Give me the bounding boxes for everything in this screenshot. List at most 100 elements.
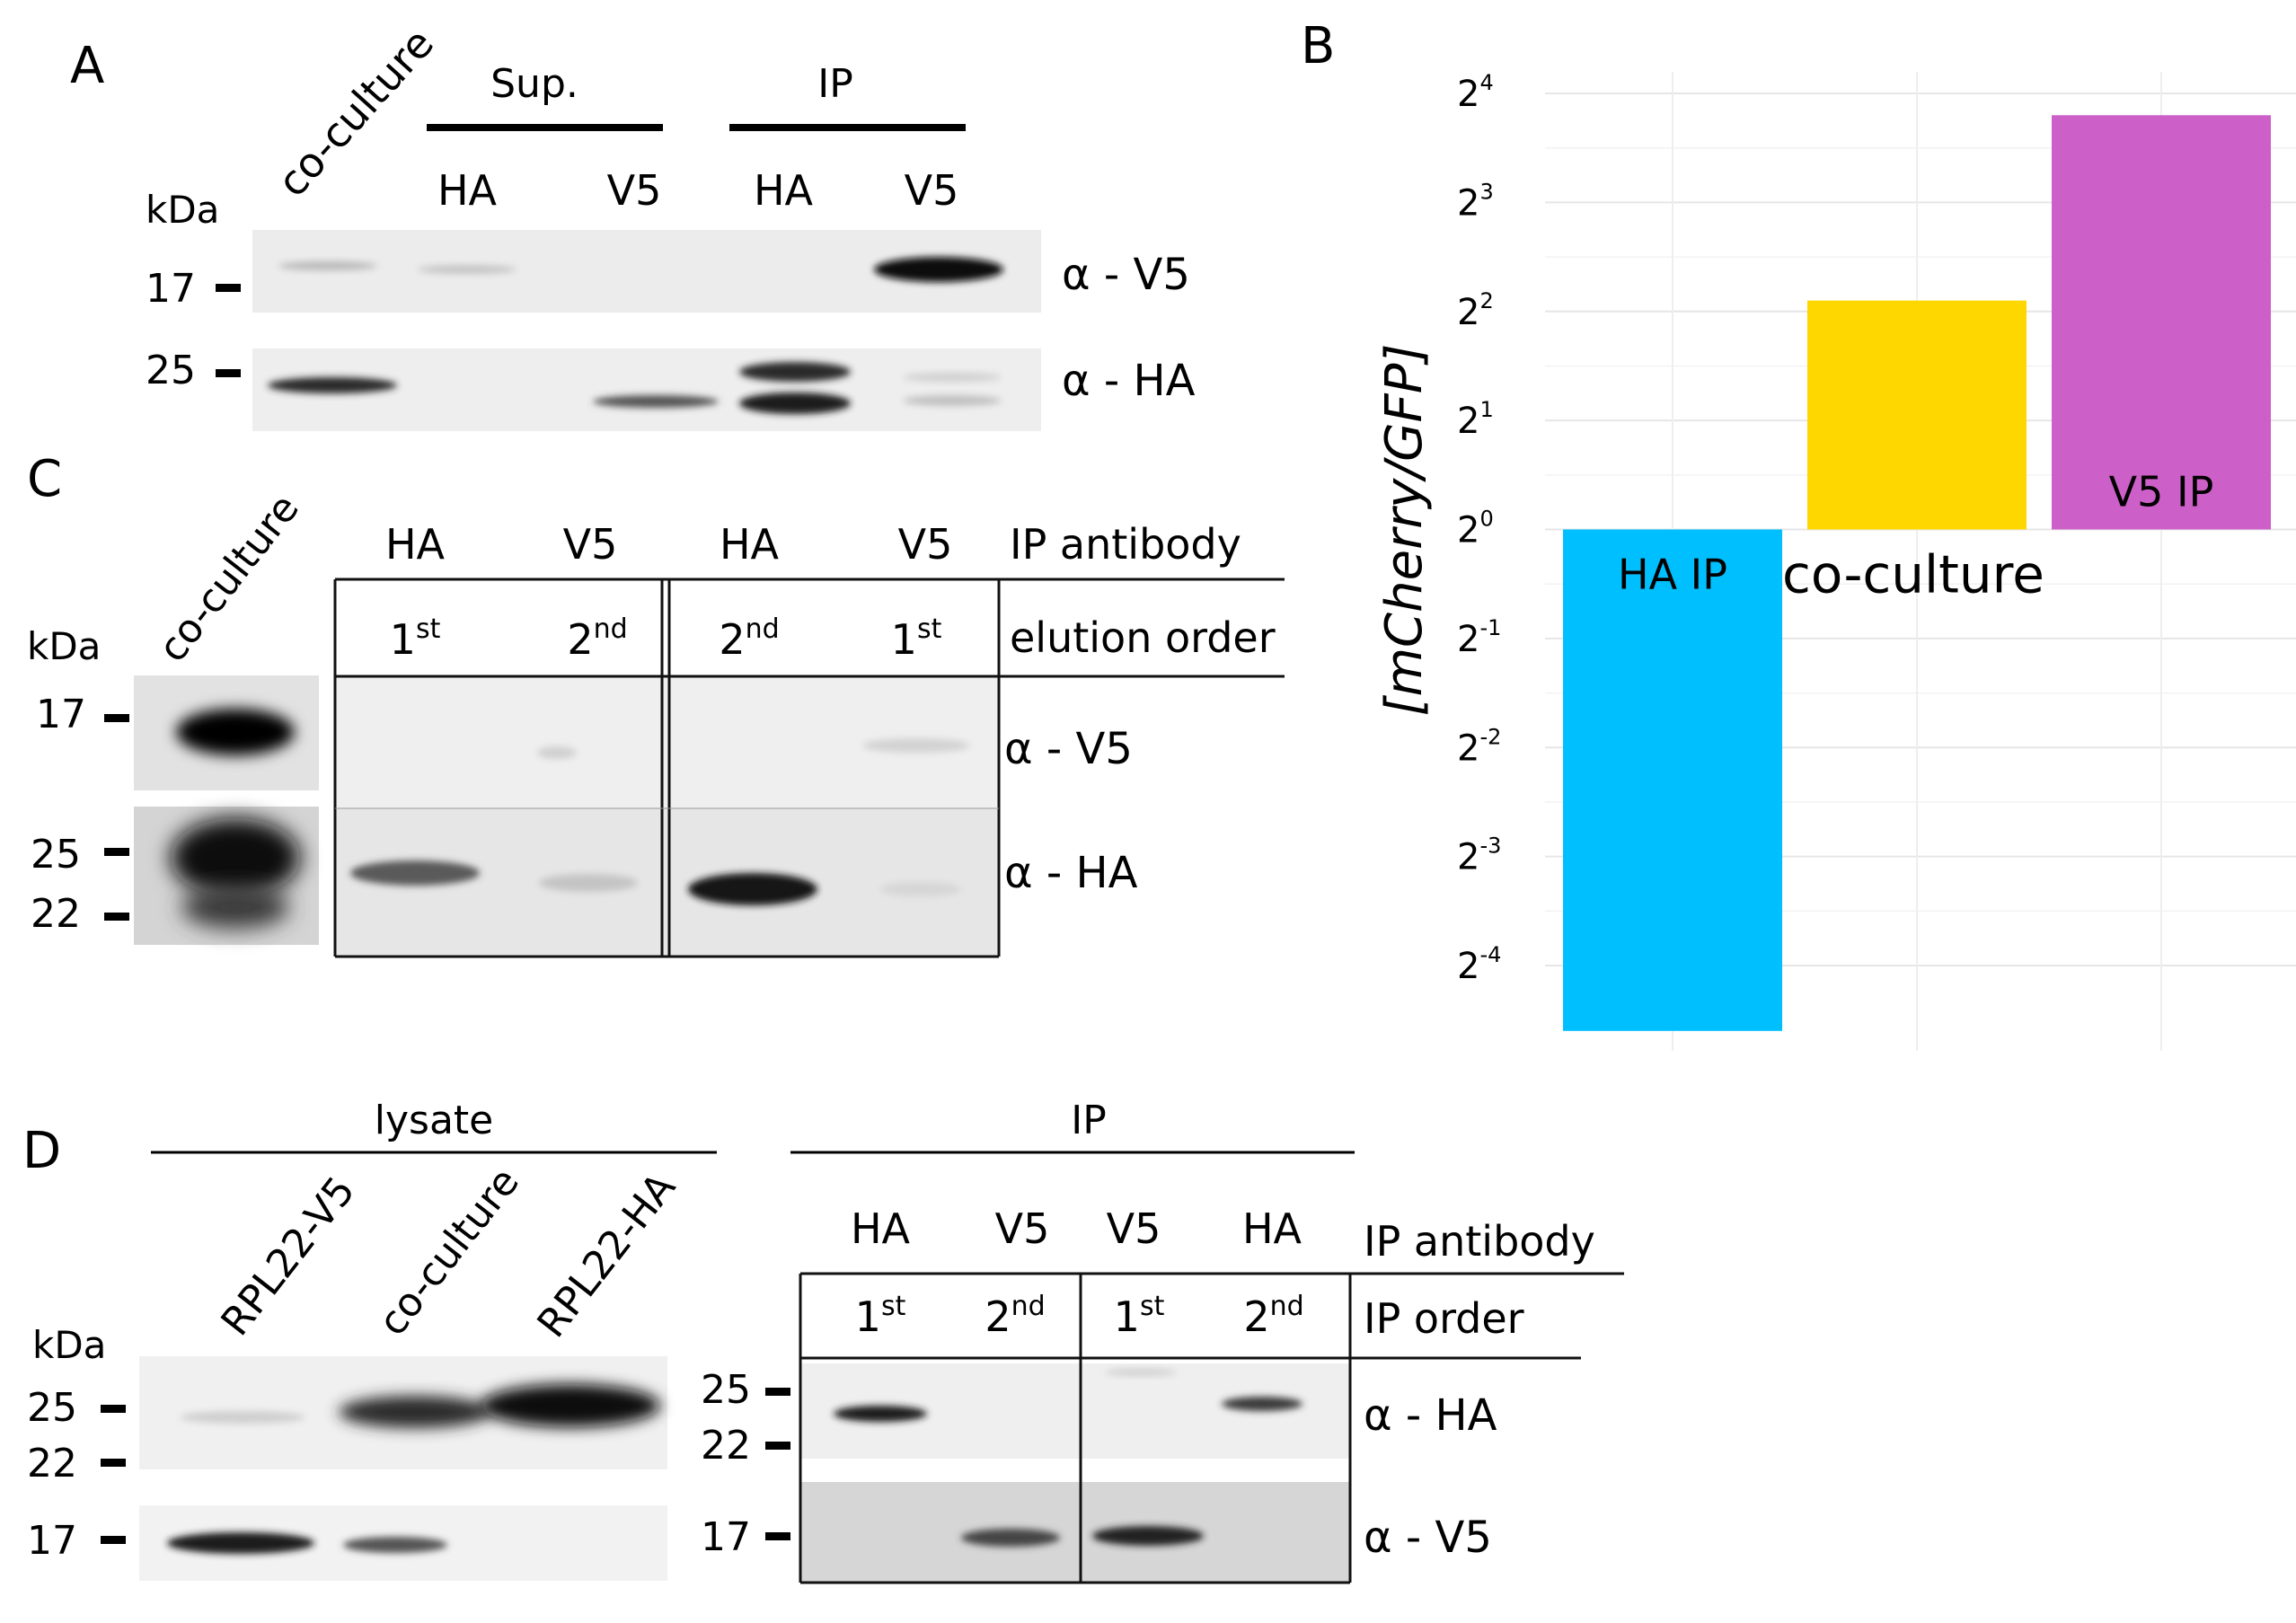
- blot-a-ha: [252, 348, 1041, 431]
- ip-marker-17: 17: [701, 1514, 751, 1560]
- band: [539, 874, 638, 892]
- panel-c: C co-culture kDa 17 25 22 HA V5 HA V5 IP…: [27, 450, 1285, 958]
- band: [181, 886, 289, 929]
- bar-ha-ip: [1563, 529, 1782, 1031]
- probe-label-c-v5: α - V5: [1004, 724, 1133, 774]
- band: [593, 395, 719, 408]
- order-label-3: 2nd: [719, 613, 779, 664]
- ip-antibody-label: IP antibody: [1010, 520, 1241, 569]
- marker-tick-22: [104, 913, 129, 921]
- lane-label-coculture: co-culture: [268, 19, 443, 206]
- blot-c-ip: [335, 676, 1000, 957]
- marker-17: 17: [146, 266, 196, 312]
- marker-tick-17: [216, 284, 241, 292]
- bar-label-co-culture: co-culture: [1782, 544, 2044, 605]
- order-label-1: 1st: [855, 1291, 906, 1341]
- ab-label-2: V5: [995, 1204, 1050, 1253]
- table-lines-d: [799, 1272, 1624, 1584]
- ip-marker-22: 22: [701, 1423, 751, 1469]
- band: [903, 373, 1002, 382]
- lysate-marker-17: 17: [27, 1518, 77, 1564]
- panel-b-letter: B: [1301, 17, 1335, 75]
- panel-d-letter: D: [22, 1122, 61, 1180]
- chart-y-ticks: 24 23 22 21 20 2-1 2-2 2-3 2-4: [1457, 70, 1501, 987]
- kda-label: kDa: [27, 624, 101, 668]
- lysate-label: lysate: [375, 1098, 493, 1143]
- marker-tick-22: [765, 1442, 790, 1450]
- order-label-2: 2nd: [985, 1291, 1045, 1341]
- lane-label-rpl22-v5: RPL22-V5: [212, 1169, 364, 1345]
- lane-label-sup-v5: V5: [607, 166, 662, 215]
- band: [903, 395, 1002, 406]
- marker-tick-25: [765, 1388, 790, 1396]
- marker-tick-22: [101, 1459, 126, 1467]
- ab-label-4: V5: [898, 520, 953, 569]
- marker-tick-17: [765, 1532, 790, 1540]
- table-lines-c: [333, 578, 1285, 958]
- band: [1092, 1526, 1204, 1546]
- marker-tick-25: [216, 369, 241, 377]
- y-tick-label: 22: [1457, 288, 1494, 333]
- marker-tick-25: [101, 1405, 126, 1413]
- ip-order-label: IP order: [1364, 1294, 1524, 1343]
- marker-tick-17: [101, 1536, 126, 1544]
- group-label-sup: Sup.: [490, 61, 578, 107]
- probe-label-a-ha: α - HA: [1062, 356, 1196, 406]
- band: [739, 362, 851, 382]
- ip-label: IP: [1071, 1098, 1107, 1143]
- y-tick-label: 2-2: [1457, 724, 1501, 769]
- marker-25: 25: [146, 348, 196, 393]
- lane-label-rpl22-ha: RPL22-HA: [528, 1165, 684, 1346]
- chart-bars: HA IP co-culture V5 IP: [1563, 115, 2271, 1031]
- band: [176, 709, 295, 755]
- band: [1222, 1397, 1303, 1411]
- band: [418, 265, 517, 274]
- band: [167, 1532, 314, 1554]
- band: [171, 818, 300, 897]
- marker-tick-25: [104, 848, 129, 856]
- probe-label-d-v5: α - V5: [1364, 1513, 1492, 1563]
- chart-y-title: [mCherry/GFP]: [1375, 344, 1434, 717]
- y-tick-label: 24: [1457, 70, 1494, 115]
- kda-label: kDa: [146, 188, 219, 232]
- marker-tick-17: [104, 714, 129, 722]
- order-label-1: 1st: [390, 613, 441, 664]
- panel-d: D lysate IP RPL22-V5 co-culture RPL22-HA…: [22, 1098, 1624, 1584]
- band: [537, 746, 577, 759]
- lane-label-coculture: co-culture: [149, 486, 308, 671]
- ab-label-4: HA: [1242, 1204, 1303, 1253]
- probe-label-d-ha: α - HA: [1364, 1390, 1497, 1441]
- probe-label-c-ha: α - HA: [1004, 848, 1138, 898]
- ip-marker-25: 25: [701, 1367, 751, 1413]
- y-tick-label: 2-3: [1457, 834, 1501, 878]
- ab-label-1: HA: [385, 520, 446, 569]
- ab-label-3: V5: [1107, 1204, 1161, 1253]
- band: [688, 873, 817, 905]
- band: [874, 257, 1003, 282]
- order-label-2: 2nd: [567, 613, 627, 664]
- bar-label-v5-ip: V5 IP: [2109, 468, 2214, 516]
- y-tick-label: 2-1: [1457, 615, 1501, 660]
- band: [1105, 1369, 1177, 1376]
- band: [961, 1529, 1060, 1547]
- band: [278, 261, 377, 270]
- group-label-ip: IP: [817, 61, 853, 107]
- blot-d-lysate: [139, 1356, 667, 1581]
- marker-22: 22: [31, 891, 81, 937]
- lane-label-coculture: co-culture: [369, 1160, 528, 1345]
- ab-label-2: V5: [563, 520, 618, 569]
- band: [350, 860, 480, 886]
- band: [862, 738, 970, 753]
- band: [339, 1396, 491, 1428]
- y-tick-label: 2-4: [1457, 942, 1501, 987]
- blot-c-coculture: [134, 675, 319, 945]
- y-tick-label: 23: [1457, 179, 1494, 224]
- panel-a: A co-culture Sup. IP HA V5 HA V5 kDa 17 …: [70, 19, 1196, 431]
- panel-a-letter: A: [70, 37, 104, 95]
- lysate-marker-25: 25: [27, 1385, 77, 1431]
- lysate-marker-22: 22: [27, 1441, 77, 1486]
- order-label-3: 1st: [1114, 1291, 1165, 1341]
- blot-a-v5: [252, 230, 1041, 313]
- blot-d-ip: [800, 1363, 1350, 1583]
